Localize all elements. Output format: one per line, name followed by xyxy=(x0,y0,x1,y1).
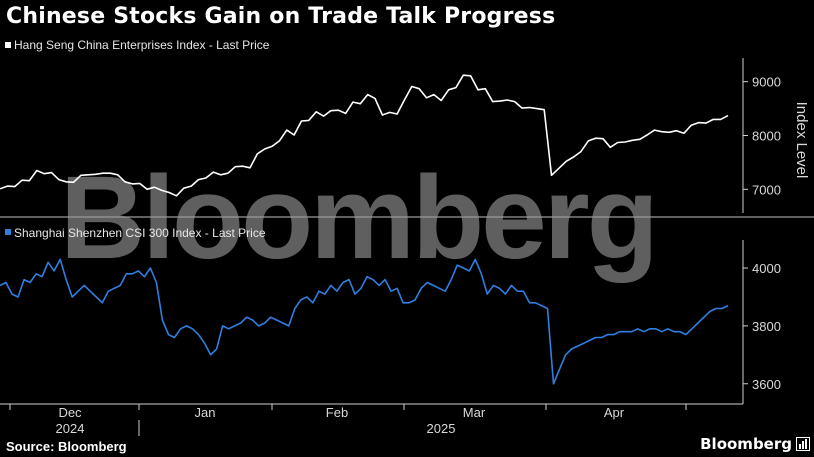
y-tick-label-bottom: 3800 xyxy=(752,319,781,334)
x-tick-label-month: Apr xyxy=(604,405,625,420)
y-tick-label-bottom: 3600 xyxy=(752,377,781,392)
y-tick-label-top: 9000 xyxy=(752,75,781,90)
bloomberg-brand: Bloomberg xyxy=(700,435,792,453)
legend-label-bottom: Shanghai Shenzhen CSI 300 Index - Last P… xyxy=(14,226,266,240)
series-line-bottom xyxy=(0,258,729,385)
x-tick-label-month: Feb xyxy=(326,405,348,420)
y-axis-title: Index Level xyxy=(793,102,810,179)
y-tick-label-top: 7000 xyxy=(752,182,781,197)
x-tick-label-year: 2024 xyxy=(56,421,85,436)
y-tick-label-top: 8000 xyxy=(752,129,781,144)
source-note: Source: Bloomberg xyxy=(6,439,127,454)
legend-label-top: Hang Seng China Enterprises Index - Last… xyxy=(14,38,270,52)
legend-swatch-bottom xyxy=(5,229,11,235)
x-tick-label-month: Jan xyxy=(195,405,216,420)
bar-chart-icon xyxy=(796,437,810,451)
x-tick-label-year: 2025 xyxy=(427,421,456,436)
y-tick-label-bottom: 4000 xyxy=(752,261,781,276)
chart-title: Chinese Stocks Gain on Trade Talk Progre… xyxy=(6,4,556,29)
series-line-top xyxy=(0,74,729,197)
legend-swatch-top xyxy=(5,42,11,48)
x-tick-label-month: Dec xyxy=(58,405,82,420)
x-tick-label-month: Mar xyxy=(463,405,486,420)
